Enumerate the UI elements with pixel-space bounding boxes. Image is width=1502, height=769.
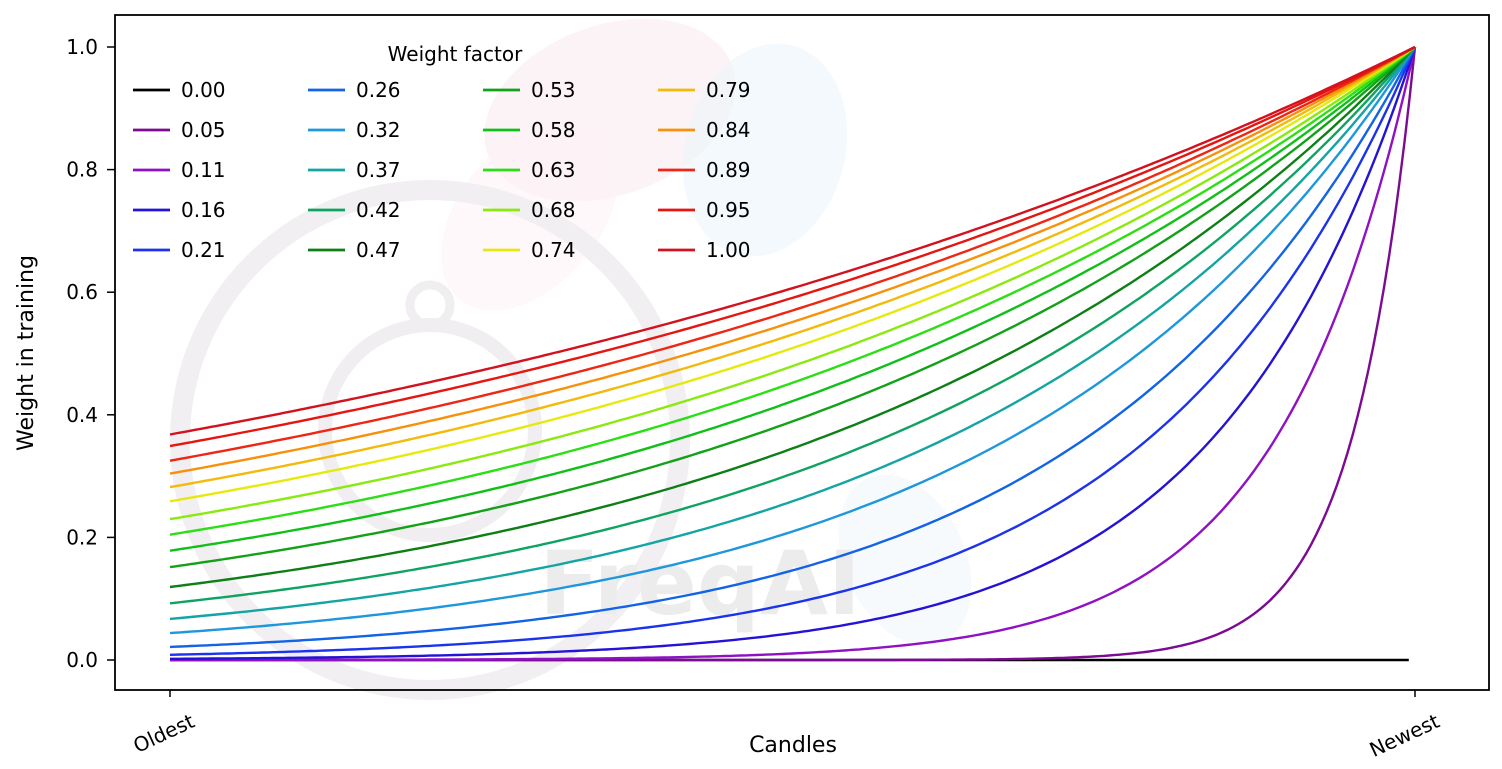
legend-label: 0.74 xyxy=(531,238,576,262)
legend-item: 0.05 xyxy=(133,118,226,142)
y-tick-label: 0.8 xyxy=(66,158,98,182)
legend: Weight factor 0.00 0.05 0.11 0.16 0.21 0.26 0.… xyxy=(133,42,751,262)
legend-item: 0.47 xyxy=(308,238,401,262)
legend-label: 0.42 xyxy=(356,198,401,222)
legend-item: 0.58 xyxy=(483,118,576,142)
series-group xyxy=(169,45,1417,662)
legend-item: 1.00 xyxy=(658,238,751,262)
x-tick-label-oldest: Oldest xyxy=(129,709,198,758)
legend-item: 0.32 xyxy=(308,118,401,142)
series-line-0.37 xyxy=(169,46,1416,621)
legend-label: 1.00 xyxy=(706,238,751,262)
x-tick-label-newest: Newest xyxy=(1366,709,1444,762)
legend-item: 0.21 xyxy=(133,238,226,262)
legend-label: 0.79 xyxy=(706,78,751,102)
series-line-0.11 xyxy=(170,46,1417,662)
legend-item: 0.74 xyxy=(483,238,576,262)
series-line-0.74 xyxy=(169,45,1416,503)
y-tick-label: 0.6 xyxy=(66,280,98,304)
legend-item: 0.11 xyxy=(133,158,226,182)
x-axis-label: Candles xyxy=(749,733,837,758)
legend-label: 0.16 xyxy=(181,198,226,222)
series-line-0.68 xyxy=(169,46,1416,521)
series-line-0.21 xyxy=(169,46,1417,656)
legend-title: Weight factor xyxy=(388,42,523,66)
legend-label: 0.00 xyxy=(181,78,226,102)
legend-item: 0.89 xyxy=(658,158,751,182)
legend-item: 0.37 xyxy=(308,158,401,182)
series-line-0.42 xyxy=(169,46,1416,605)
legend-label: 0.89 xyxy=(706,158,751,182)
legend-label: 0.63 xyxy=(531,158,576,182)
series-line-0.58 xyxy=(169,46,1416,552)
series-line-0.47 xyxy=(169,46,1416,589)
y-axis-label: Weight in training xyxy=(14,255,39,451)
legend-item: 0.42 xyxy=(308,198,401,222)
legend-label: 0.05 xyxy=(181,118,226,142)
legend-item: 0.79 xyxy=(658,78,751,102)
watermark-text: FreqAI xyxy=(539,532,860,635)
legend-item: 0.63 xyxy=(483,158,576,182)
legend-label: 0.84 xyxy=(706,118,751,142)
legend-label: 0.47 xyxy=(356,238,401,262)
y-tick-label: 0.0 xyxy=(66,648,98,672)
axes-frame xyxy=(114,14,1490,691)
legend-item: 0.53 xyxy=(483,78,576,102)
legend-item: 0.00 xyxy=(133,78,226,102)
legend-item: 0.84 xyxy=(658,118,751,142)
watermark-petal-blue-2 xyxy=(838,474,972,646)
legend-label: 0.58 xyxy=(531,118,576,142)
legend-item: 0.26 xyxy=(308,78,401,102)
series-line-1.00 xyxy=(169,45,1416,436)
legend-label: 0.95 xyxy=(706,198,751,222)
watermark-petal-blue xyxy=(682,43,848,257)
legend-label: 0.26 xyxy=(356,78,401,102)
legend-label: 0.11 xyxy=(181,158,226,182)
series-line-0.16 xyxy=(170,46,1417,660)
freqai-watermark: FreqAI xyxy=(170,18,972,700)
y-tick-label: 0.4 xyxy=(66,403,98,427)
legend-item: 0.68 xyxy=(483,198,576,222)
legend-label: 0.68 xyxy=(531,198,576,222)
legend-label: 0.53 xyxy=(531,78,576,102)
series-line-0.84 xyxy=(169,45,1416,475)
legend-label: 0.37 xyxy=(356,158,401,182)
legend-label: 0.21 xyxy=(181,238,226,262)
series-line-0.53 xyxy=(169,46,1416,569)
y-tick-label: 0.2 xyxy=(66,525,98,549)
series-line-0.63 xyxy=(169,46,1416,536)
watermark-ring-crown xyxy=(405,280,455,330)
series-line-0.95 xyxy=(169,45,1416,448)
series-line-0.79 xyxy=(169,45,1416,489)
legend-item: 0.95 xyxy=(658,198,751,222)
series-line-0.26 xyxy=(169,46,1417,649)
legend-label: 0.32 xyxy=(356,118,401,142)
legend-item: 0.16 xyxy=(133,198,226,222)
series-line-0.89 xyxy=(169,45,1416,462)
series-line-0.32 xyxy=(169,46,1417,635)
y-tick-label: 1.0 xyxy=(66,35,98,59)
